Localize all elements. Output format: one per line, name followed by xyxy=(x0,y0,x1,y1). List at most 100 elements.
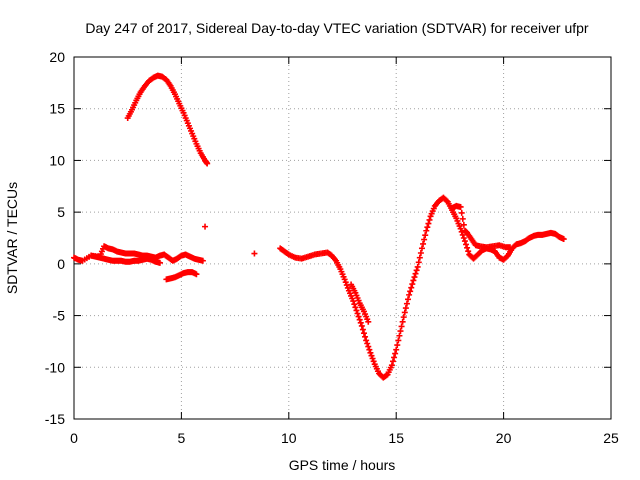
data-point xyxy=(412,270,419,277)
series-afternoon_branches xyxy=(348,202,514,325)
y-tick-label: -10 xyxy=(45,359,65,375)
axis-ticks: 0 5 10 15 20 25 -15 -10 -5 0 5 10 15 20 xyxy=(45,49,619,446)
y-tick-label: 15 xyxy=(49,101,65,117)
data-point xyxy=(355,313,362,320)
data-point xyxy=(359,326,366,333)
x-tick-label: 20 xyxy=(496,430,512,446)
data-point xyxy=(365,343,372,350)
data-point xyxy=(199,257,206,264)
series-isolated xyxy=(202,223,258,257)
y-tick-label: 20 xyxy=(49,49,65,65)
data-point xyxy=(193,271,200,278)
y-tick-label: 0 xyxy=(57,256,65,272)
data-point xyxy=(460,221,467,228)
series-arc_high xyxy=(124,72,211,167)
series-band_zero_upper xyxy=(71,243,206,264)
data-point xyxy=(251,250,258,257)
data-point xyxy=(423,227,430,234)
data-point xyxy=(394,342,401,349)
grid xyxy=(74,57,611,419)
x-tick-label: 5 xyxy=(178,430,186,446)
data-point xyxy=(411,274,418,281)
y-axis-label: SDTVAR / TECUs xyxy=(4,182,20,294)
series-band_negative xyxy=(163,269,200,283)
data-point xyxy=(414,263,421,270)
data-point xyxy=(417,249,424,256)
data-point xyxy=(356,316,363,323)
chart-title: Day 247 of 2017, Sidereal Day-to-day VTE… xyxy=(85,20,589,36)
y-tick-label: 10 xyxy=(49,152,65,168)
data-point xyxy=(406,291,413,298)
data-point xyxy=(341,276,348,283)
data-point xyxy=(358,322,365,329)
data-point xyxy=(362,333,369,340)
data-point xyxy=(421,236,428,243)
data-point xyxy=(389,358,396,365)
x-tick-label: 10 xyxy=(281,430,297,446)
data-point xyxy=(415,259,422,266)
y-tick-label: -15 xyxy=(45,411,65,427)
x-axis-label: GPS time / hours xyxy=(289,457,396,473)
data-point xyxy=(443,197,450,204)
data-point xyxy=(463,241,470,248)
data-point xyxy=(397,328,404,335)
data-point xyxy=(156,259,163,266)
data-point xyxy=(350,298,357,305)
data-point xyxy=(403,300,410,307)
data-point xyxy=(507,244,514,251)
data-point xyxy=(459,215,466,222)
data-point xyxy=(396,332,403,339)
data-point xyxy=(353,307,360,314)
data-point xyxy=(370,358,377,365)
series-band_zero_lower xyxy=(88,252,163,266)
data-point xyxy=(460,235,467,241)
data-point xyxy=(392,350,399,357)
plot-frame xyxy=(73,56,612,420)
x-tick-label: 15 xyxy=(388,430,404,446)
data-point xyxy=(399,318,406,325)
data-point xyxy=(422,232,429,239)
data-point xyxy=(464,244,471,251)
data-point xyxy=(363,337,370,344)
data-point xyxy=(426,216,433,223)
data-point xyxy=(408,284,415,291)
data-point xyxy=(560,236,567,243)
x-tick-label: 0 xyxy=(70,430,78,446)
data-point xyxy=(410,277,417,284)
data-point xyxy=(202,223,209,230)
data-point xyxy=(409,281,416,288)
data-point xyxy=(365,318,372,325)
data-point xyxy=(425,220,432,227)
data-point xyxy=(405,296,412,303)
data-points xyxy=(71,72,567,381)
x-tick-label: 25 xyxy=(603,430,619,446)
data-point xyxy=(369,355,376,362)
data-point xyxy=(461,238,468,245)
y-tick-label: 5 xyxy=(57,204,65,220)
data-point xyxy=(459,231,466,238)
y-tick-label: -5 xyxy=(53,308,66,324)
data-point xyxy=(344,284,351,291)
data-point xyxy=(458,209,465,216)
series-afternoon_curve xyxy=(277,194,567,381)
data-point xyxy=(351,301,358,308)
data-point xyxy=(407,288,414,295)
data-point xyxy=(366,346,373,353)
data-point xyxy=(360,330,367,337)
data-point xyxy=(402,305,409,312)
data-point xyxy=(364,340,371,347)
data-point xyxy=(420,240,427,247)
data-point xyxy=(418,245,425,252)
data-point xyxy=(457,225,464,232)
data-point xyxy=(352,304,359,311)
data-point xyxy=(395,337,402,344)
data-point xyxy=(204,160,211,167)
data-point xyxy=(391,354,398,361)
data-point xyxy=(368,352,375,359)
data-point xyxy=(367,349,374,356)
data-point xyxy=(398,323,405,330)
data-point xyxy=(465,248,472,255)
data-point xyxy=(457,203,464,210)
